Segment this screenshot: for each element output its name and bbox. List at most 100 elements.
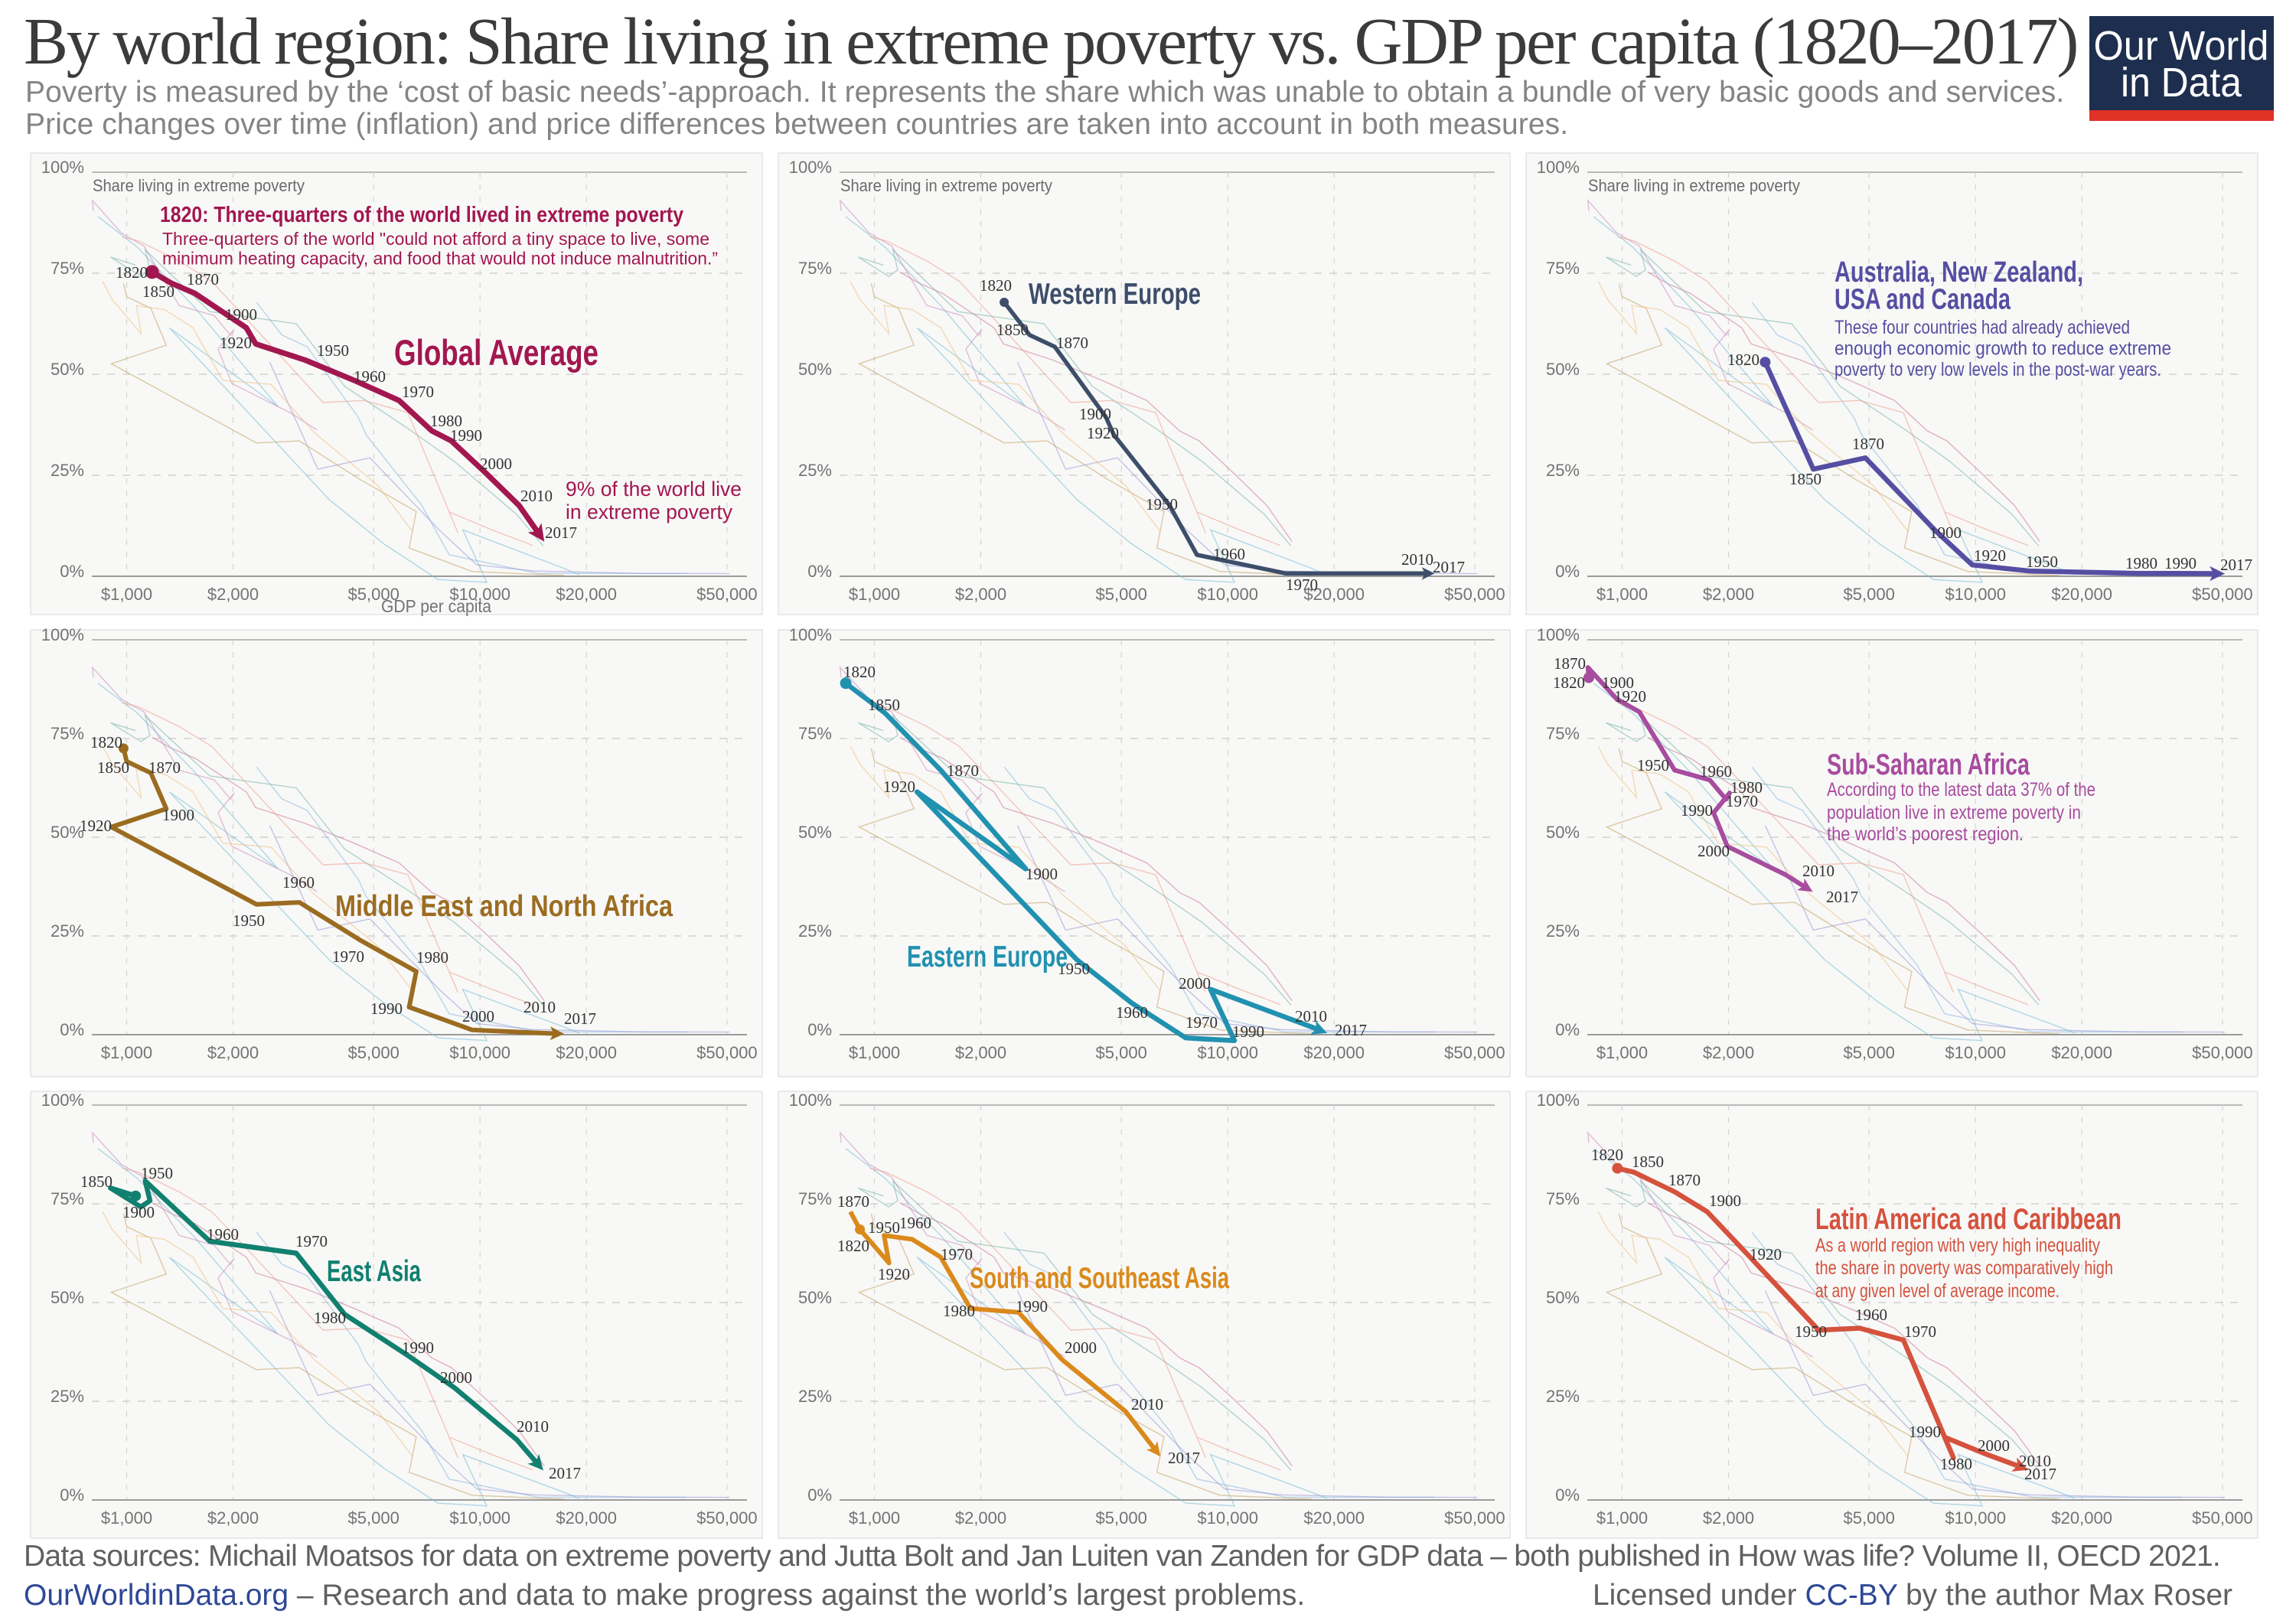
- svg-text:1970: 1970: [295, 1232, 328, 1250]
- svg-text:1870: 1870: [1056, 334, 1088, 352]
- svg-text:2010: 2010: [1131, 1395, 1163, 1413]
- svg-text:2000: 2000: [440, 1368, 472, 1387]
- svg-text:1950: 1950: [2026, 553, 2058, 571]
- svg-text:25%: 25%: [51, 1387, 84, 1406]
- svg-text:50%: 50%: [1546, 823, 1580, 842]
- svg-text:Share living in extreme povert: Share living in extreme poverty: [1588, 176, 1800, 195]
- svg-text:1820: 1820: [1727, 351, 1760, 369]
- svg-text:1980: 1980: [943, 1302, 975, 1320]
- svg-text:25%: 25%: [51, 921, 84, 941]
- svg-text:1850: 1850: [1789, 470, 1821, 488]
- svg-text:2000: 2000: [1065, 1338, 1097, 1357]
- svg-text:100%: 100%: [789, 158, 832, 177]
- svg-text:1900: 1900: [225, 305, 257, 324]
- svg-text:1990: 1990: [402, 1338, 434, 1357]
- svg-text:2017: 2017: [2024, 1465, 2056, 1483]
- svg-text:poverty to very low levels in: poverty to very low levels in the post-w…: [1835, 359, 2161, 380]
- svg-text:$10,000: $10,000: [1197, 1043, 1258, 1062]
- svg-text:$5,000: $5,000: [1844, 1508, 1895, 1528]
- svg-text:Data sources: Michail Moatsos: Data sources: Michail Moatsos for data o…: [24, 1540, 2220, 1573]
- svg-text:1900: 1900: [122, 1203, 155, 1221]
- svg-text:25%: 25%: [1546, 461, 1580, 480]
- svg-text:1900: 1900: [1602, 673, 1634, 692]
- svg-text:2010: 2010: [1401, 550, 1433, 569]
- svg-text:$5,000: $5,000: [348, 585, 400, 604]
- svg-text:1970: 1970: [941, 1245, 973, 1263]
- svg-text:75%: 75%: [798, 724, 832, 743]
- svg-text:Sub-Saharan Africa: Sub-Saharan Africa: [1827, 748, 2030, 781]
- svg-text:1870: 1870: [1852, 435, 1884, 453]
- svg-text:$10,000: $10,000: [1197, 585, 1258, 604]
- svg-text:2010: 2010: [2019, 1452, 2051, 1470]
- svg-text:Three-quarters of the world "c: Three-quarters of the world "could not a…: [162, 229, 709, 249]
- svg-text:25%: 25%: [1546, 921, 1580, 941]
- svg-text:1990: 1990: [1016, 1297, 1048, 1316]
- svg-text:As a world region with very hi: As a world region with very high inequal…: [1815, 1235, 2100, 1257]
- svg-text:$20,000: $20,000: [2051, 1043, 2112, 1062]
- svg-text:$2,000: $2,000: [207, 1508, 259, 1528]
- svg-text:$2,000: $2,000: [955, 1043, 1006, 1062]
- svg-text:minimum heating capacity, and: minimum heating capacity, and food that …: [162, 249, 718, 269]
- svg-text:1960: 1960: [207, 1225, 239, 1244]
- svg-text:$2,000: $2,000: [1703, 1043, 1754, 1062]
- svg-text:2017: 2017: [2220, 556, 2252, 574]
- svg-text:Share living in extreme povert: Share living in extreme poverty: [93, 176, 305, 195]
- svg-text:100%: 100%: [789, 625, 832, 644]
- svg-text:$10,000: $10,000: [1945, 1508, 2006, 1528]
- svg-text:0%: 0%: [1555, 562, 1580, 581]
- svg-text:$50,000: $50,000: [2192, 1508, 2253, 1528]
- svg-text:These four countries had alrea: These four countries had already achieve…: [1835, 317, 2130, 338]
- svg-text:$5,000: $5,000: [348, 1508, 400, 1528]
- svg-text:75%: 75%: [51, 724, 84, 743]
- svg-text:0%: 0%: [1555, 1485, 1580, 1505]
- svg-text:1820: 1820: [1553, 673, 1585, 692]
- svg-text:the world’s poorest region.: the world’s poorest region.: [1827, 823, 2024, 845]
- svg-text:2010: 2010: [1802, 862, 1835, 880]
- svg-text:2010: 2010: [523, 998, 556, 1016]
- svg-text:1960: 1960: [899, 1214, 931, 1232]
- svg-text:0%: 0%: [807, 562, 832, 581]
- svg-text:$50,000: $50,000: [696, 585, 758, 604]
- svg-text:1970: 1970: [1726, 792, 1758, 810]
- svg-text:$50,000: $50,000: [696, 1508, 758, 1528]
- svg-text:1920: 1920: [1974, 546, 2006, 565]
- svg-text:1820: Three-quarters of the wo: 1820: Three-quarters of the world lived …: [160, 203, 683, 227]
- svg-text:1980: 1980: [2125, 554, 2157, 572]
- svg-text:$50,000: $50,000: [696, 1043, 758, 1062]
- svg-text:50%: 50%: [51, 823, 84, 842]
- svg-text:$10,000: $10,000: [449, 1508, 510, 1528]
- svg-text:1870: 1870: [187, 270, 219, 289]
- svg-text:1970: 1970: [332, 947, 364, 966]
- svg-text:75%: 75%: [1546, 259, 1580, 278]
- svg-text:Our World: Our World: [2094, 23, 2269, 69]
- svg-text:$10,000: $10,000: [1945, 585, 2006, 604]
- svg-text:1850: 1850: [142, 282, 174, 301]
- svg-text:1870: 1870: [837, 1192, 869, 1211]
- svg-text:2017: 2017: [564, 1009, 596, 1028]
- svg-text:in extreme poverty: in extreme poverty: [566, 501, 732, 523]
- svg-text:1960: 1960: [1213, 545, 1245, 563]
- svg-text:50%: 50%: [798, 1288, 832, 1307]
- svg-text:100%: 100%: [1537, 158, 1580, 177]
- svg-text:$50,000: $50,000: [1444, 1508, 1505, 1528]
- svg-text:$1,000: $1,000: [101, 585, 152, 604]
- svg-text:1960: 1960: [1116, 1003, 1148, 1022]
- svg-text:$20,000: $20,000: [1303, 1043, 1365, 1062]
- svg-text:1900: 1900: [162, 806, 194, 824]
- svg-text:1970: 1970: [1904, 1322, 1936, 1341]
- svg-text:1960: 1960: [282, 873, 315, 892]
- svg-text:1980: 1980: [1940, 1455, 1972, 1473]
- svg-text:1900: 1900: [1079, 405, 1111, 423]
- svg-text:$20,000: $20,000: [2051, 585, 2112, 604]
- svg-text:in Data: in Data: [2121, 60, 2242, 106]
- svg-text:25%: 25%: [51, 461, 84, 480]
- svg-text:Australia, New Zealand,: Australia, New Zealand,: [1835, 256, 2083, 289]
- svg-text:100%: 100%: [1537, 625, 1580, 644]
- svg-text:100%: 100%: [41, 158, 84, 177]
- svg-text:2000: 2000: [1978, 1436, 2010, 1455]
- svg-text:$10,000: $10,000: [449, 1043, 510, 1062]
- svg-text:$5,000: $5,000: [1844, 1043, 1895, 1062]
- svg-text:1850: 1850: [80, 1172, 113, 1191]
- svg-text:25%: 25%: [798, 461, 832, 480]
- svg-text:75%: 75%: [798, 259, 832, 278]
